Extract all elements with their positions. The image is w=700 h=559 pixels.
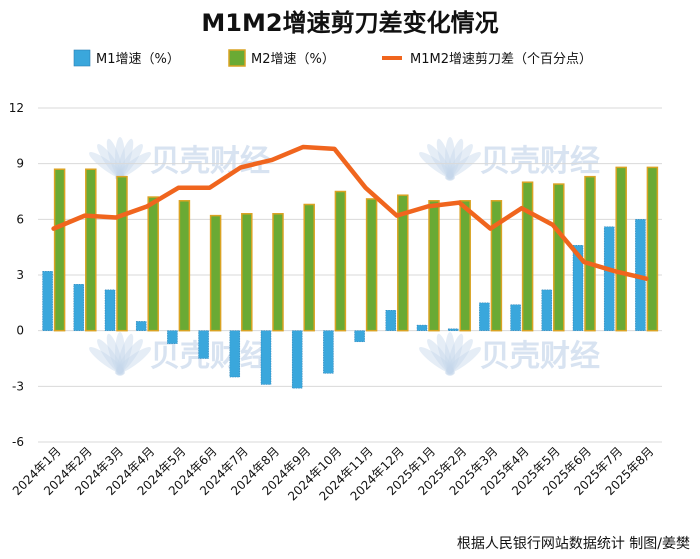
watermark-logo-icon xyxy=(89,137,151,181)
y-tick-label: -6 xyxy=(12,435,24,449)
watermark-text: 贝壳财经 xyxy=(480,144,600,179)
watermark-shell-petal xyxy=(115,137,125,181)
y-tick-label: 6 xyxy=(16,212,24,226)
legend-swatch-m1 xyxy=(73,49,91,67)
watermark-shell-petal xyxy=(444,152,481,180)
y-axis: 12 9 6 3 0 -3 -6 xyxy=(9,101,24,449)
spread-line xyxy=(51,144,649,281)
m1-bar xyxy=(135,321,147,331)
watermark-shell-petal xyxy=(436,333,454,376)
m1-bar xyxy=(229,330,241,378)
watermark-text: 贝壳财经 xyxy=(480,339,600,374)
m1-bar xyxy=(291,330,303,389)
m2-bar xyxy=(521,181,534,332)
watermark-shell-petal xyxy=(445,332,455,376)
m1-bar xyxy=(385,310,397,331)
watermark-shell-petal xyxy=(427,144,455,181)
m2-bar xyxy=(85,168,97,332)
watermark-shell-petal xyxy=(115,144,143,181)
m2-bar xyxy=(303,203,315,332)
m1-bar xyxy=(167,330,178,344)
y-tick-label: 12 xyxy=(9,101,24,115)
m2-bar xyxy=(116,175,128,332)
m1-bar xyxy=(42,271,53,331)
m1-bar xyxy=(198,330,209,359)
watermark-shell-petal xyxy=(446,333,464,376)
chart-title: M1M2增速剪刀差变化情况 xyxy=(201,9,498,37)
m2-bar xyxy=(53,168,66,332)
watermark-shell-petal xyxy=(97,144,125,181)
watermark-shell-petal xyxy=(444,347,481,375)
watermark-shell-petal xyxy=(445,144,473,181)
m2-bar xyxy=(459,200,471,332)
legend-swatch-m2 xyxy=(228,49,246,67)
m2-bar xyxy=(428,200,440,332)
watermark-shell-petal xyxy=(427,339,455,376)
watermark-shell-petal xyxy=(436,138,454,181)
y-tick-label: 9 xyxy=(16,157,24,171)
watermark-shell-petal xyxy=(97,339,125,376)
watermark-shell-petal xyxy=(89,152,126,180)
m2-bar xyxy=(178,200,191,332)
watermark-shell-petal xyxy=(106,138,124,181)
m1-bar xyxy=(572,245,584,331)
legend-label-m1: M1增速（%） xyxy=(96,52,180,67)
m2-bar xyxy=(397,194,409,332)
m2-bar xyxy=(334,190,347,332)
m1-bar xyxy=(603,226,615,331)
legend: M1增速（%） M2增速（%） M1M2增速剪刀差（个百分点） xyxy=(73,49,592,67)
m2-bar xyxy=(584,175,596,332)
m1-bar xyxy=(541,289,553,331)
source-note: 根据人民银行网站数据统计 制图/姜樊 xyxy=(457,536,690,552)
m1-bar xyxy=(323,330,334,374)
m1-bar xyxy=(479,302,490,331)
watermark-logo-icon xyxy=(419,137,481,181)
y-tick-label: 0 xyxy=(16,324,24,338)
m2-bar xyxy=(241,213,253,332)
m2-bar xyxy=(365,198,378,332)
legend-label-m2: M2增速（%） xyxy=(251,52,335,67)
y-tick-label: -3 xyxy=(12,379,24,393)
m1-bar xyxy=(510,304,521,331)
watermark-text: 贝壳财经 xyxy=(150,339,270,374)
m2-bar xyxy=(615,166,627,332)
watermark-shell-petal xyxy=(114,152,151,180)
m2-bar xyxy=(490,200,503,332)
x-axis: 2024年1月2024年2月2024年3月2024年4月2024年5月2024年… xyxy=(10,444,657,503)
watermark-shell-petal xyxy=(116,138,134,181)
spread-series-line xyxy=(51,144,649,281)
m1-bar xyxy=(447,328,459,331)
watermark-text: 贝壳财经 xyxy=(150,144,270,179)
m2-bar xyxy=(147,196,159,332)
m1-bar xyxy=(73,284,85,331)
watermark-logo-icon xyxy=(89,332,151,376)
y-tick-label: 3 xyxy=(16,268,24,282)
m1-bar xyxy=(260,330,272,385)
watermark-shell-petal xyxy=(106,333,124,376)
watermark-shell-petal xyxy=(445,339,473,376)
m2-bar xyxy=(553,183,565,332)
watermark-shell-petal xyxy=(445,137,455,181)
watermark-shell-petal xyxy=(114,347,151,375)
m1-bar xyxy=(354,330,365,343)
m2-bar xyxy=(209,214,222,332)
legend-label-spread: M1M2增速剪刀差（个百分点） xyxy=(410,51,592,67)
watermark-shell-petal xyxy=(446,138,464,181)
watermark-shell-petal xyxy=(116,333,134,376)
m1-bar xyxy=(104,289,116,331)
watermark-shell-petal xyxy=(419,347,456,375)
m2-bars xyxy=(53,166,659,332)
watermark-shell-petal xyxy=(419,152,456,180)
m2-bar xyxy=(272,213,284,332)
watermark-shell-petal xyxy=(89,347,126,375)
watermark-shell-petal xyxy=(115,332,125,376)
watermark-logo-icon xyxy=(419,332,481,376)
watermark-shell-petal xyxy=(115,339,143,376)
m1-bar xyxy=(416,324,428,331)
m2-bar xyxy=(646,166,659,332)
